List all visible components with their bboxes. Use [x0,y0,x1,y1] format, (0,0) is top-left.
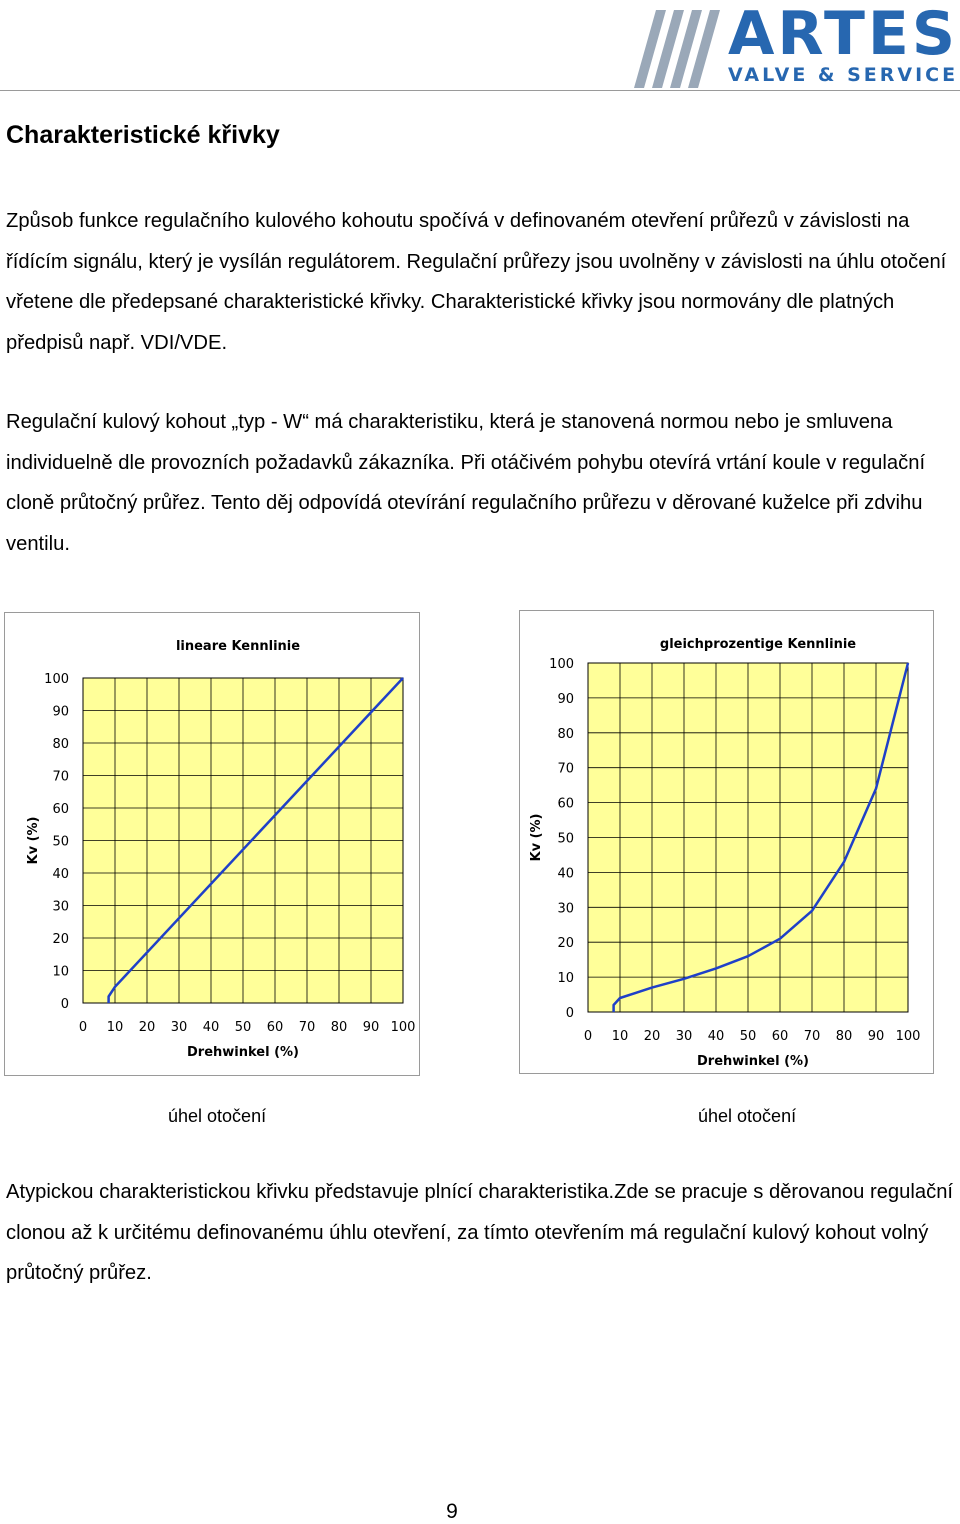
logo-wordmark: ARTES [728,0,959,69]
chart-linear-svg: 0 10 20 30 40 50 60 70 80 90 100 0 10 20 30 40 50 60 70 80 9… [26,639,416,1060]
series-line [612,662,910,1012]
x-tick-label: 40 [203,1020,220,1035]
x-tick-label: 90 [363,1020,380,1035]
x-axis-label: Drehwinkel (%) [187,1045,299,1060]
page-number: 9 [446,1500,458,1523]
x-tick-label: 70 [804,1029,821,1044]
header-divider [0,90,960,91]
y-tick-label: 30 [52,900,69,915]
y-tick-label: 50 [52,835,69,850]
y-tick-label: 90 [557,692,574,707]
chart-title: lineare Kennlinie [176,639,300,654]
x-tick-label: 50 [235,1020,252,1035]
x-tick-label: 100 [896,1029,921,1044]
chart-equal-percentage-caption: úhel otočení [698,1106,797,1126]
y-tick-label: 70 [52,770,69,785]
x-tick-label: 10 [107,1020,124,1035]
y-tick-label: 40 [557,866,574,881]
artes-logo: ARTES VALVE & SERVICE [622,0,959,88]
x-tick-label: 10 [612,1029,629,1044]
x-tick-label: 20 [644,1029,661,1044]
y-tick-label: 0 [566,1006,574,1021]
section-heading: Charakteristické křivky [6,121,280,149]
x-tick-label: 30 [676,1029,693,1044]
y-tick-label: 30 [557,901,574,916]
y-tick-label: 70 [557,762,574,777]
y-tick-label: 50 [557,832,574,847]
y-tick-label: 40 [52,867,69,882]
y-tick-label: 20 [557,936,574,951]
x-tick-label: 20 [139,1020,156,1035]
logo-tagline: VALVE & SERVICE [728,64,959,86]
x-tick-label: 70 [299,1020,316,1035]
paragraph-type-w: Regulační kulový kohout „typ - W“ má cha… [6,411,926,555]
y-tick-label: 60 [52,802,69,817]
y-tick-label: 60 [557,797,574,812]
x-tick-label: 0 [584,1029,592,1044]
y-tick-label: 0 [61,997,69,1012]
y-tick-label: 80 [557,727,574,742]
paragraph-intro: Způsob funkce regulačního kulového kohou… [6,210,947,354]
y-tick-label: 10 [557,971,574,986]
x-tick-label: 60 [772,1029,789,1044]
x-tick-label: 60 [267,1020,284,1035]
chart-linear: 0 10 20 30 40 50 60 70 80 90 100 0 10 20 30 40 50 60 70 80 9… [4,612,420,1076]
chart-linear-caption: úhel otočení [168,1106,267,1126]
chart-title: gleichprozentige Kennlinie [660,637,856,652]
y-tick-label: 20 [52,932,69,947]
x-tick-label: 40 [708,1029,725,1044]
series-line [107,677,404,1003]
x-tick-label: 80 [331,1020,348,1035]
y-tick-label: 10 [52,965,69,980]
x-tick-label: 30 [171,1020,188,1035]
logo-stripes-icon [634,10,720,88]
paragraph-atypical: Atypickou charakteristickou křivku předs… [6,1181,954,1284]
x-tick-label: 80 [836,1029,853,1044]
chart-equal-percentage-svg: 0 10 20 30 40 50 60 70 80 90 100 0 10 20 30 40 50 60 70 80 9… [529,637,921,1069]
x-tick-label: 90 [868,1029,885,1044]
y-axis-label: Kv (%) [529,814,544,862]
chart-equal-percentage: 0 10 20 30 40 50 60 70 80 90 100 0 10 20 30 40 50 60 70 80 9… [519,610,934,1074]
y-tick-label: 100 [549,657,574,672]
y-tick-label: 90 [52,705,69,720]
y-tick-label: 80 [52,737,69,752]
x-tick-label: 0 [79,1020,87,1035]
x-axis-label: Drehwinkel (%) [697,1054,809,1069]
y-axis-label: Kv (%) [26,817,41,865]
x-tick-label: 100 [391,1020,416,1035]
x-tick-label: 50 [740,1029,757,1044]
y-tick-label: 100 [44,672,69,687]
